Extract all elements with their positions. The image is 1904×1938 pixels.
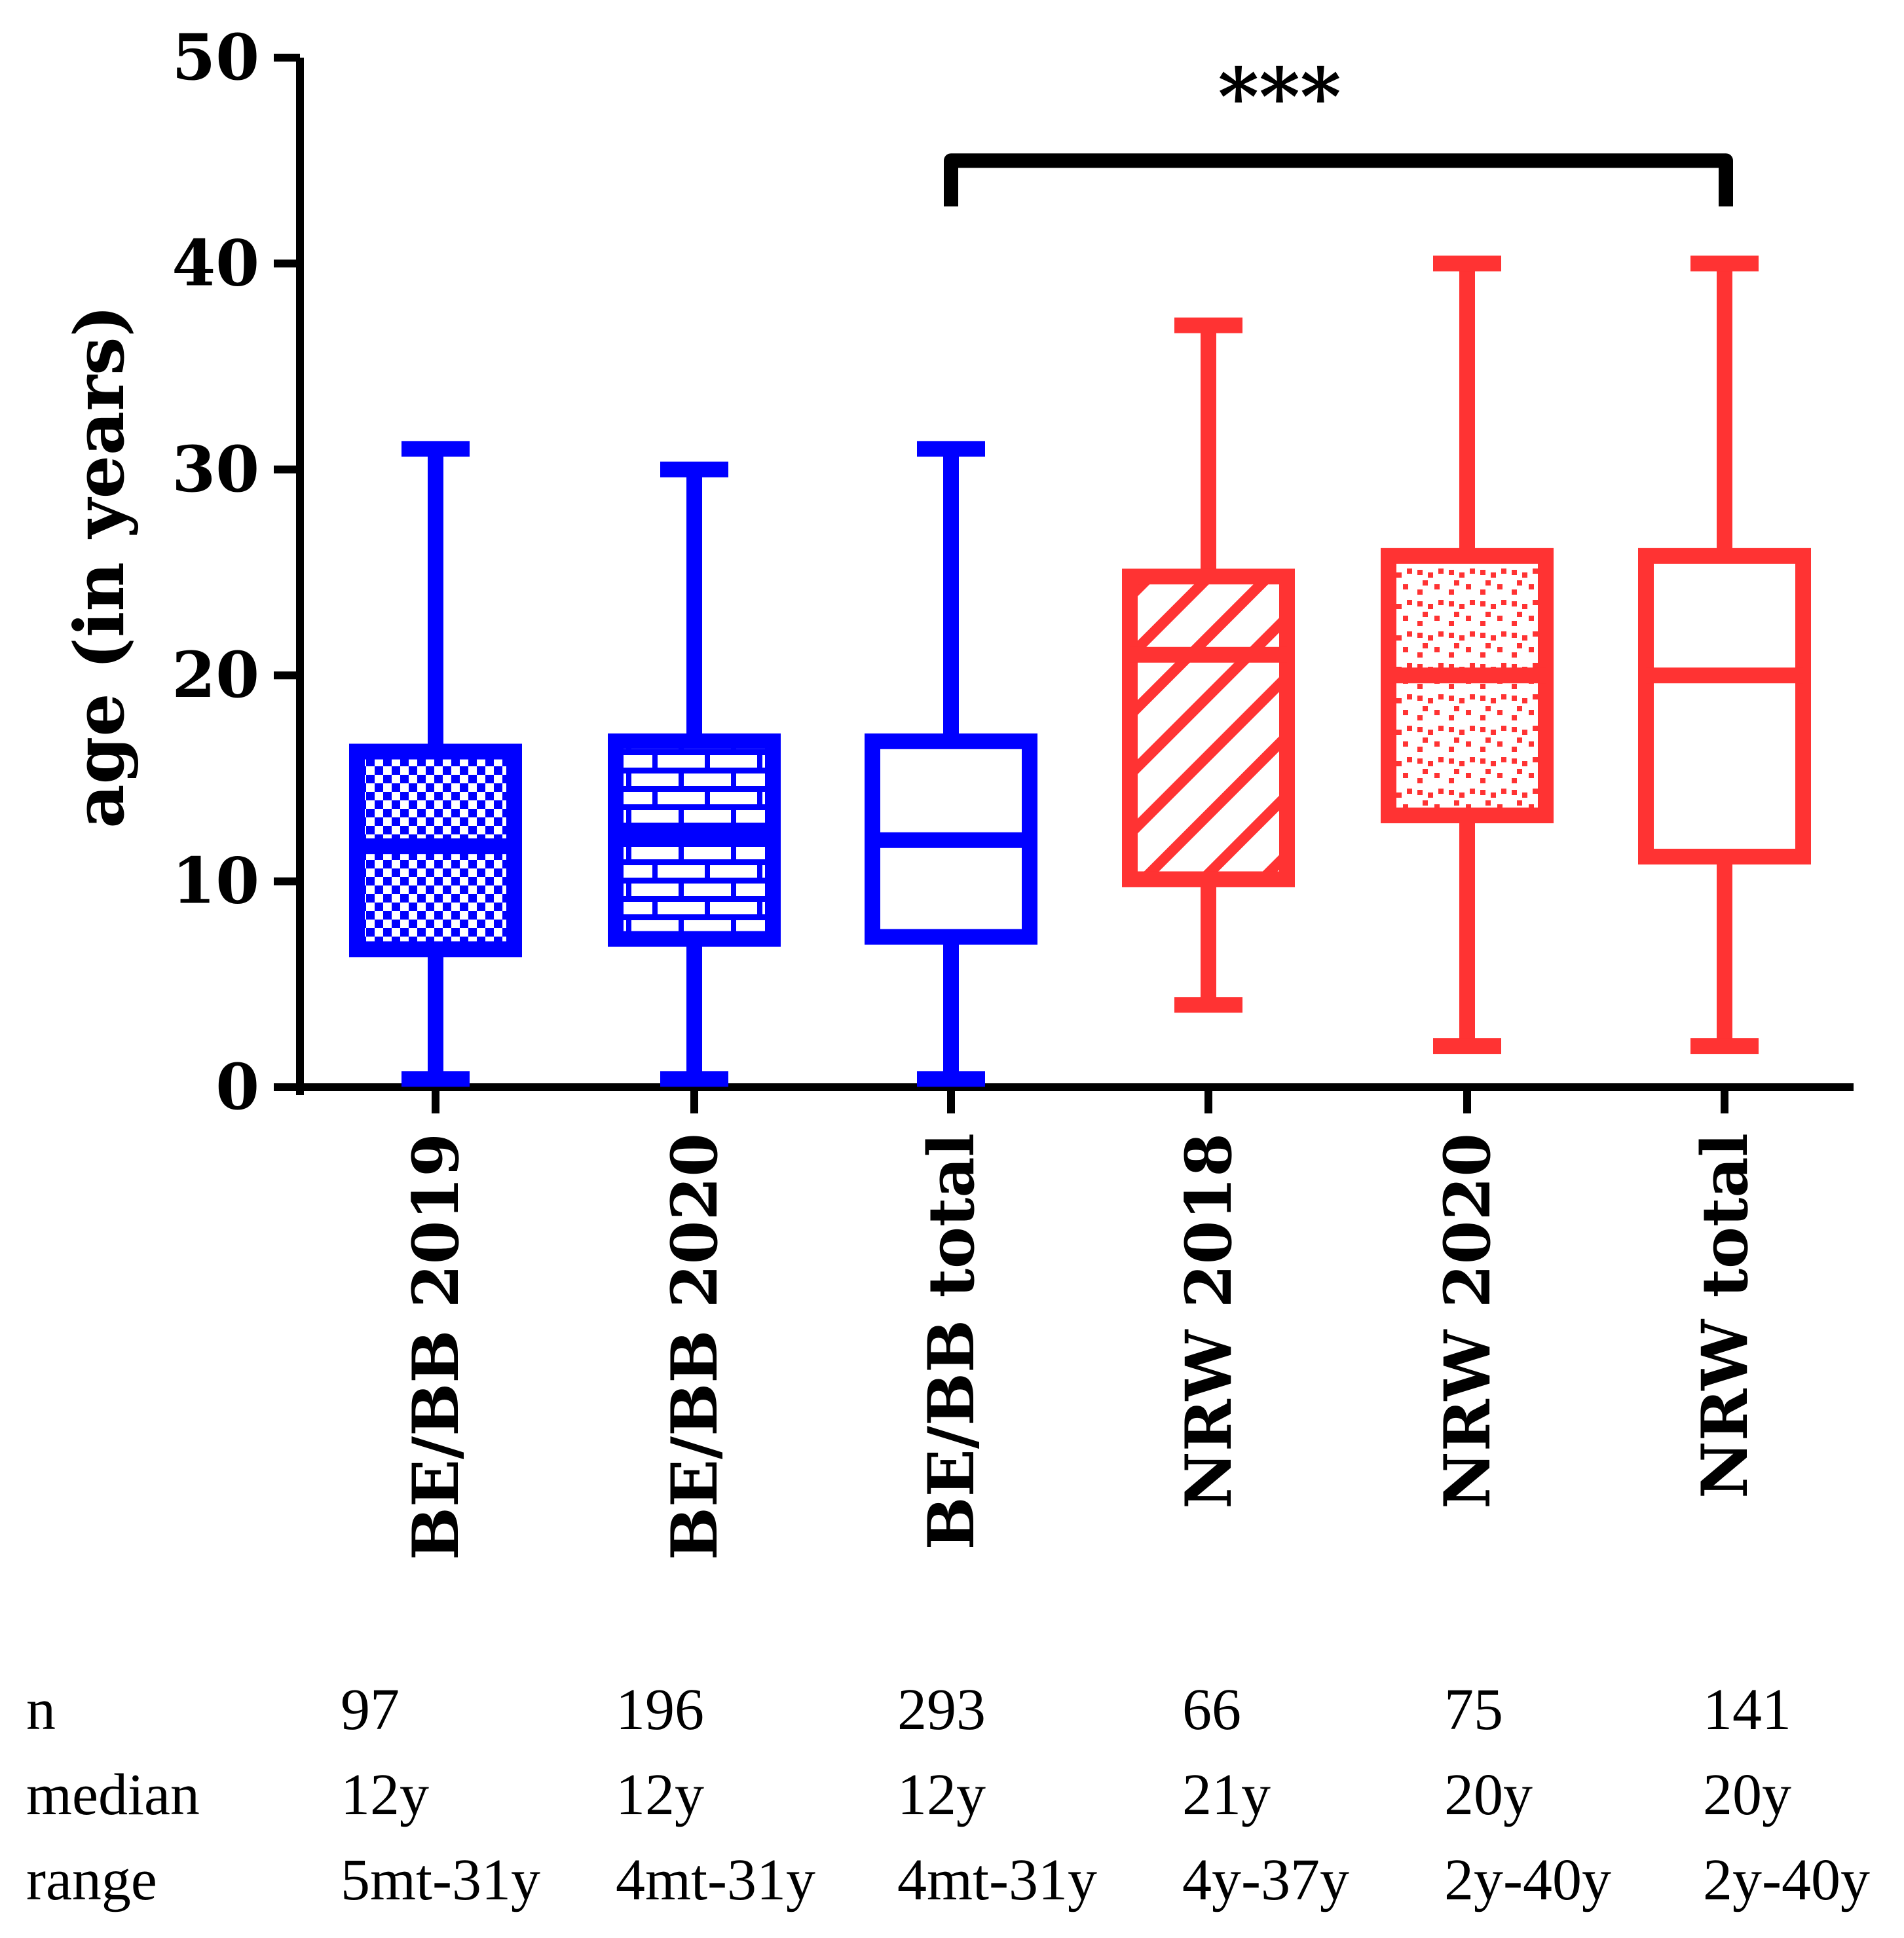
stats-row-label: median — [26, 1762, 200, 1827]
category-label: BE/BB 2019 — [399, 1133, 473, 1560]
iqr-box — [1638, 548, 1811, 865]
axes: 0 10 20 30 40 50 — [172, 20, 1854, 1124]
stats-cell-n: 75 — [1444, 1677, 1503, 1742]
boxes-group — [349, 255, 1811, 1087]
significance-label: *** — [1218, 51, 1341, 143]
stats-cell-n: 97 — [341, 1677, 400, 1742]
box-nrw-total — [1638, 255, 1811, 1054]
y-tick-label: 10 — [172, 844, 259, 918]
stats-cell-median: 20y — [1703, 1762, 1791, 1827]
significance-bracket-group: *** — [944, 51, 1733, 207]
stats-cell-n: 293 — [897, 1677, 986, 1742]
stats-table: n median range 97 12y 5mt-31y 196 12y 4mt-31y 293… — [26, 1677, 1870, 1912]
stats-cell-median: 12y — [616, 1762, 704, 1827]
stats-cell-range: 2y-40y — [1444, 1848, 1611, 1912]
y-axis-label: age (in years) — [59, 305, 140, 829]
stats-cell-n: 66 — [1182, 1677, 1241, 1742]
box-be-bb-2019 — [349, 441, 522, 1087]
stats-cell-median: 21y — [1182, 1762, 1271, 1827]
y-tick-label: 20 — [172, 638, 259, 712]
stats-row-label: range — [26, 1848, 157, 1912]
y-tick-label: 50 — [172, 20, 259, 94]
y-tick-label: 40 — [172, 226, 259, 300]
box-nrw-2018 — [1122, 317, 1295, 1013]
stats-cell-range: 4mt-31y — [897, 1848, 1097, 1912]
stats-cell-median: 20y — [1444, 1762, 1533, 1827]
stats-cell-n: 196 — [616, 1677, 704, 1742]
box-be-bb-2020 — [608, 461, 781, 1087]
box-nrw-2020 — [1381, 255, 1554, 1054]
iqr-box — [1381, 548, 1554, 823]
box-be-bb-total — [865, 441, 1037, 1087]
stats-cell-range: 4y-37y — [1182, 1848, 1349, 1912]
stats-cell-range: 5mt-31y — [341, 1848, 540, 1912]
category-label: NRW 2018 — [1172, 1133, 1246, 1509]
stats-cell-median: 12y — [341, 1762, 429, 1827]
stats-cell-median: 12y — [897, 1762, 986, 1827]
iqr-box — [1122, 568, 1295, 887]
category-label: NRW total — [1688, 1133, 1762, 1499]
category-label: NRW 2020 — [1430, 1133, 1504, 1509]
stats-row-label: n — [26, 1677, 56, 1742]
category-label: BE/BB 2020 — [658, 1133, 732, 1560]
stats-cell-n: 141 — [1703, 1677, 1791, 1742]
stats-cell-range: 4mt-31y — [616, 1848, 815, 1912]
y-tick-label: 30 — [172, 432, 259, 506]
significance-bracket — [944, 153, 1733, 207]
category-labels: BE/BB 2019 BE/BB 2020 BE/BB total NRW 2018 N… — [399, 1133, 1762, 1560]
y-tick-label: 0 — [215, 1050, 259, 1124]
stats-cell-range: 2y-40y — [1703, 1848, 1870, 1912]
category-label: BE/BB total — [914, 1133, 988, 1550]
